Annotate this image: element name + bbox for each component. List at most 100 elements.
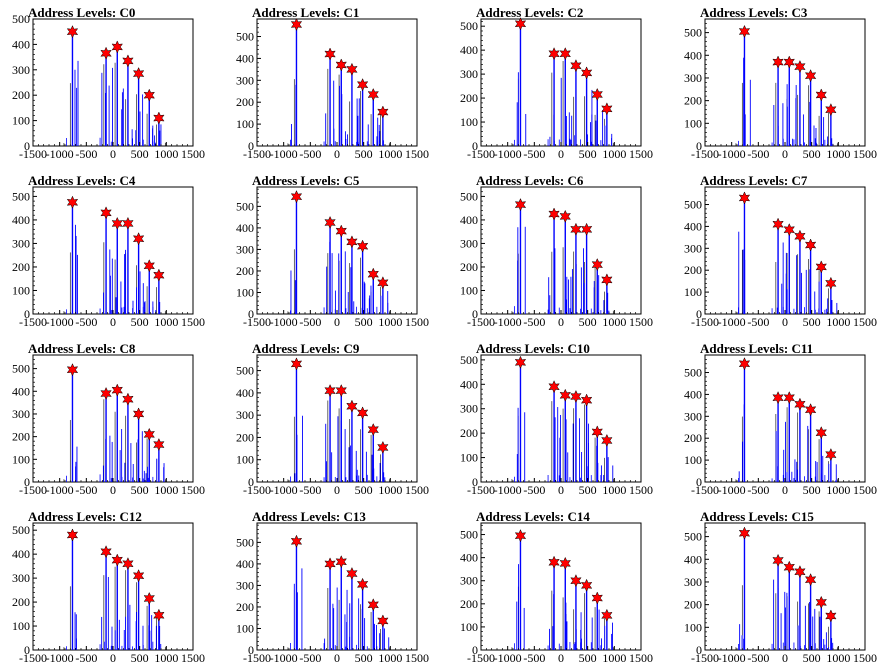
peak-marker — [601, 102, 613, 116]
peak-marker — [111, 216, 123, 231]
peak-markers — [290, 534, 389, 628]
histogram-bars — [511, 23, 614, 146]
y-tick-label: 200 — [460, 91, 478, 105]
y-tick-label: 400 — [236, 51, 254, 65]
x-tick-label: 0 — [782, 315, 788, 329]
y-axis: 0 100 200 300 400 500 — [460, 186, 485, 321]
peak-marker — [772, 391, 784, 405]
peak-marker — [377, 614, 389, 628]
x-axis: -1500-1000 -500 0 500 1000 1500 — [243, 646, 429, 665]
y-tick-label: 400 — [684, 552, 702, 566]
y-axis: 0 100 200 300 400 500 — [12, 354, 37, 489]
x-tick-label: -1000 — [494, 315, 522, 329]
chart-svg: 0 100 200 300 400 500 -1500-1000 -500 0 500 1000 15… — [12, 186, 205, 329]
peak-marker — [100, 386, 112, 401]
x-tick-label: 1000 — [602, 483, 626, 497]
x-tick-label: 0 — [334, 651, 340, 665]
x-tick-label: 0 — [110, 147, 116, 161]
peak-marker — [794, 397, 806, 411]
plot-frame — [480, 522, 642, 651]
chart-title: Address Levels: C8 — [28, 341, 136, 356]
peak-marker — [132, 569, 145, 583]
x-tick-label: 1500 — [181, 483, 205, 497]
y-tick-label: 200 — [12, 260, 30, 274]
x-tick-label: -1000 — [46, 315, 74, 329]
x-axis: -1500-1000 -500 0 500 1000 1500 — [19, 646, 205, 665]
histogram-bars — [287, 24, 390, 146]
x-tick-label: 0 — [782, 483, 788, 497]
y-tick-label: 0 — [24, 475, 30, 489]
y-tick-label: 100 — [460, 620, 478, 634]
peak-marker — [738, 24, 751, 39]
peak-marker — [559, 47, 571, 61]
peak-marker — [132, 407, 145, 421]
peak-marker — [324, 215, 336, 230]
y-tick-label: 300 — [460, 67, 478, 81]
x-tick-label: -500 — [523, 483, 545, 497]
peak-marker — [601, 273, 613, 287]
y-tick-label: 300 — [684, 409, 702, 423]
y-axis: 0 100 200 300 400 500 — [460, 19, 485, 153]
plot-frame — [256, 354, 418, 483]
peak-marker — [143, 591, 155, 606]
y-tick-label: 200 — [684, 598, 702, 612]
peak-marker — [559, 388, 571, 402]
x-axis: -1500-1000 -500 0 500 1000 1500 — [467, 142, 653, 161]
peak-marker — [580, 578, 593, 592]
peak-markers — [514, 355, 613, 448]
x-tick-label: -1000 — [46, 147, 74, 161]
x-tick-label: 1000 — [826, 483, 850, 497]
peak-marker — [601, 608, 613, 622]
y-tick-label: 100 — [236, 117, 254, 131]
y-tick-label: 0 — [696, 643, 702, 657]
peak-marker — [570, 574, 582, 588]
peak-marker — [815, 426, 827, 440]
peak-markers — [66, 25, 165, 125]
y-tick-label: 400 — [460, 43, 478, 57]
peak-marker — [122, 54, 134, 68]
x-tick-label: -1000 — [718, 315, 746, 329]
y-tick-label: 0 — [24, 139, 30, 153]
peak-marker — [100, 545, 112, 559]
x-axis: -1500-1000 -500 0 500 1000 1500 — [467, 478, 653, 497]
y-tick-label: 500 — [684, 366, 702, 380]
y-tick-label: 500 — [460, 528, 478, 542]
y-axis: 0 100 200 300 400 500 — [236, 18, 261, 153]
peak-markers — [66, 195, 165, 282]
peak-marker — [290, 190, 303, 204]
peak-marker — [815, 88, 827, 102]
chart-svg: 0 100 200 300 400 500 -1500-1000 -500 0 500 1000 15… — [460, 522, 653, 665]
x-tick-label: 1000 — [154, 651, 178, 665]
peak-markers — [738, 191, 837, 290]
x-axis: -1500-1000 -500 0 500 1000 1500 — [19, 142, 205, 161]
y-axis: 0 100 200 300 400 500 — [684, 354, 709, 489]
y-tick-label: 300 — [12, 571, 30, 585]
x-tick-label: 500 — [131, 651, 149, 665]
chart-svg: 0 100 200 300 400 500 -1500-1000 -500 0 500 1000 15… — [460, 17, 653, 161]
chart-panel: Address Levels: C14 0 100 200 300 400 500 -1500… — [448, 504, 672, 672]
chart-panel: Address Levels: C0 0 100 200 300 400 500 -1500-… — [0, 0, 224, 168]
peak-marker — [738, 357, 751, 371]
x-tick-label: 1000 — [602, 147, 626, 161]
peak-marker — [591, 87, 603, 102]
y-tick-label: 500 — [12, 12, 30, 26]
y-tick-label: 300 — [684, 241, 702, 255]
chart-svg: 0 100 200 300 400 500 -1500-1000 -500 0 500 1000 15… — [684, 18, 877, 161]
x-tick-label: 500 — [803, 651, 821, 665]
x-tick-label: 1000 — [378, 147, 402, 161]
x-tick-label: 1500 — [405, 315, 429, 329]
x-tick-label: 0 — [334, 315, 340, 329]
y-tick-label: 400 — [460, 551, 478, 565]
x-tick-label: -1000 — [494, 147, 522, 161]
x-tick-label: 1000 — [602, 651, 626, 665]
y-tick-label: 200 — [460, 597, 478, 611]
x-tick-label: 500 — [803, 147, 821, 161]
x-tick-label: -500 — [299, 147, 321, 161]
y-tick-label: 500 — [460, 353, 478, 367]
peak-marker — [111, 383, 123, 397]
peak-marker — [153, 608, 165, 622]
x-tick-label: 1500 — [181, 147, 205, 161]
x-tick-label: 0 — [110, 651, 116, 665]
x-tick-label: 1500 — [629, 315, 653, 329]
y-tick-label: 0 — [248, 643, 254, 657]
